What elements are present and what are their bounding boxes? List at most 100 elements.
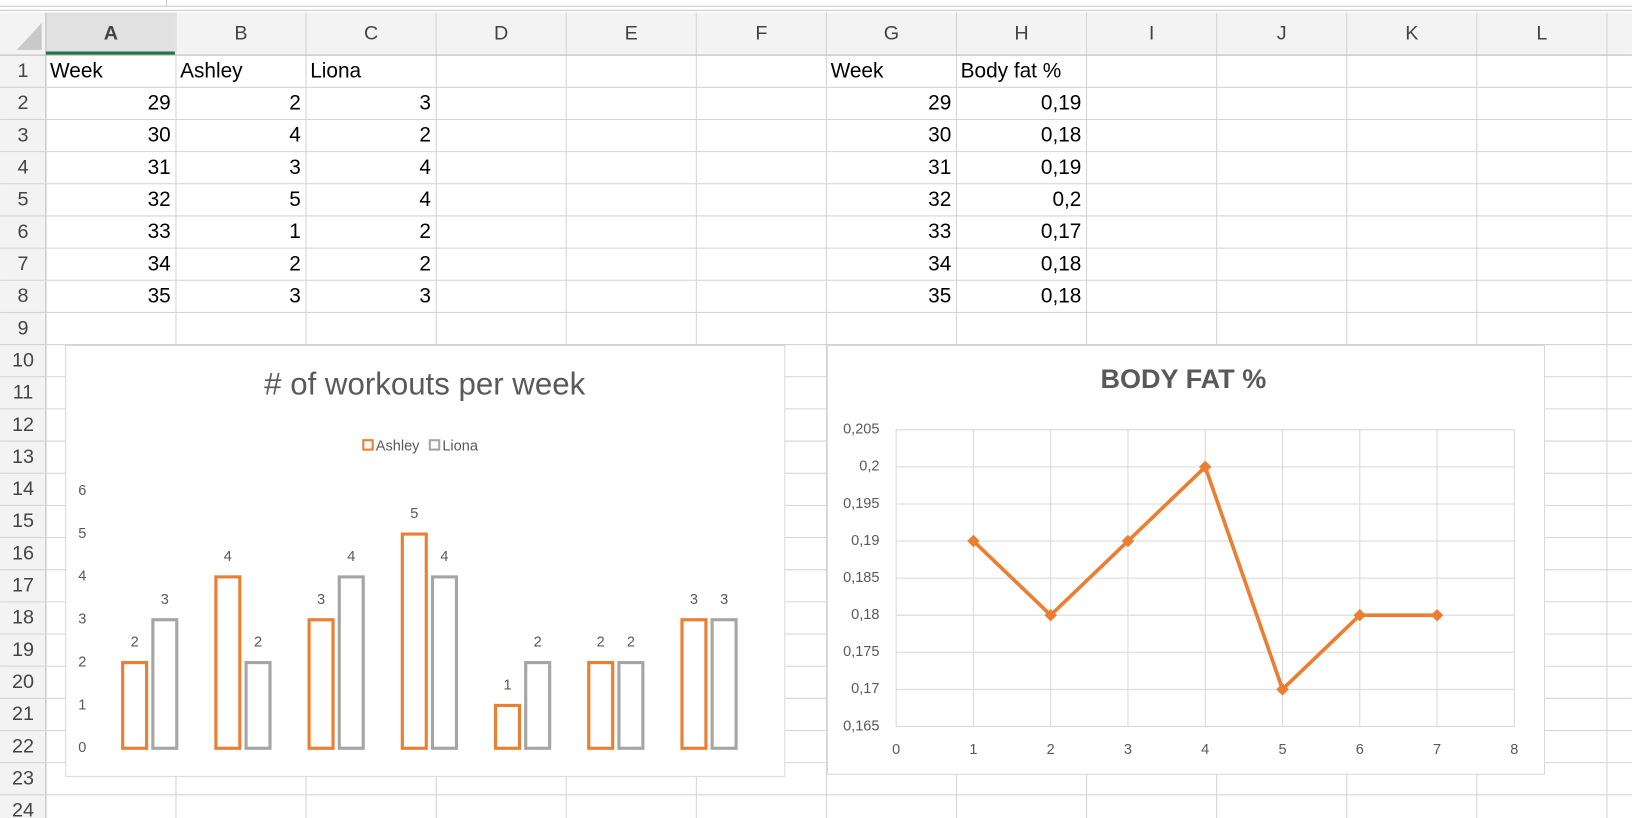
data-label: 2: [131, 635, 139, 651]
cell-text: 30: [928, 124, 951, 147]
column-header: F: [755, 23, 767, 45]
column-header: B: [234, 23, 247, 45]
y-tick-label: 4: [78, 569, 86, 585]
x-tick-label: 5: [1278, 742, 1286, 758]
cell-text: 33: [928, 220, 951, 243]
cell-text: 35: [928, 284, 951, 307]
cell-text: Body fat %: [961, 59, 1062, 82]
row-header: 20: [12, 671, 34, 693]
cell-text: Week: [50, 59, 103, 82]
y-tick-label: 1: [78, 697, 86, 713]
column-header: A: [104, 23, 118, 45]
row-header: 15: [12, 510, 34, 532]
data-label: 3: [161, 592, 169, 608]
x-tick-label: 8: [1510, 742, 1518, 758]
bar: [307, 618, 335, 750]
chart-title: BODY FAT %: [1100, 364, 1266, 394]
cell-text: 32: [148, 188, 171, 211]
row-header: 6: [17, 221, 28, 243]
legend-label: Liona: [442, 438, 479, 454]
column-header: C: [364, 23, 378, 45]
y-tick-label: 0,2: [859, 459, 879, 475]
cell-text: 0,18: [1041, 284, 1081, 307]
data-label: 3: [317, 592, 325, 608]
y-tick-label: 0,185: [843, 570, 879, 586]
cell-text: 35: [148, 284, 171, 307]
active-column-header[interactable]: [45, 12, 175, 56]
data-label: 2: [534, 635, 542, 651]
cell-text: Ashley: [180, 59, 243, 82]
row-header: 5: [17, 189, 28, 211]
chart-title: # of workouts per week: [264, 366, 585, 401]
cell-text: 2: [419, 124, 431, 147]
cell-text: 3: [289, 156, 301, 179]
cell-text: 33: [148, 220, 171, 243]
row-header: 9: [17, 317, 28, 339]
row-header: 23: [12, 768, 34, 790]
y-tick-label: 0,18: [851, 607, 879, 623]
bar: [493, 703, 522, 750]
y-tick-label: 0: [78, 740, 86, 756]
row-header: 21: [12, 703, 34, 725]
data-label: 5: [410, 506, 418, 522]
bar-chart: # of workouts per week 0 1 2 3 4 5 6 Ashley Liona…: [65, 344, 786, 777]
x-tick-label: 7: [1433, 742, 1441, 758]
column-header: E: [625, 23, 638, 45]
row-header: 24: [12, 800, 34, 818]
y-tick-label: 5: [78, 526, 86, 542]
data-label: 3: [720, 592, 728, 608]
x-tick-label: 3: [1124, 742, 1132, 758]
cell-text: 0,18: [1041, 252, 1081, 275]
data-marker: [1121, 534, 1135, 548]
bar: [151, 618, 179, 750]
bar: [617, 661, 645, 750]
cell-text: 3: [419, 91, 431, 114]
row-header: 17: [12, 575, 34, 597]
legend-label: Ashley: [376, 438, 420, 454]
row-header: 10: [12, 349, 34, 371]
data-marker: [1044, 608, 1057, 622]
y-tick-label: 0,165: [843, 718, 879, 734]
bar: [121, 661, 149, 750]
row-header: 12: [12, 414, 34, 436]
bar: [710, 618, 738, 750]
y-tick-label: 0,17: [851, 681, 879, 697]
cell-text: 31: [148, 156, 171, 179]
cell-text: 4: [289, 124, 301, 147]
data-marker: [1430, 608, 1444, 622]
y-tick-label: 0,195: [843, 496, 879, 512]
data-marker: [967, 534, 980, 548]
data-label: 4: [347, 549, 355, 565]
cell-text: 4: [419, 156, 431, 179]
cell-text: 2: [289, 91, 301, 114]
cell-text: 5: [289, 188, 301, 211]
x-tick-label: 6: [1356, 742, 1364, 758]
cell-text: 32: [928, 188, 951, 211]
data-label: 1: [503, 677, 511, 693]
row-header: 19: [12, 639, 34, 661]
cell-text: 31: [928, 156, 951, 179]
data-label: 2: [597, 635, 605, 651]
bar: [337, 575, 365, 750]
column-header: J: [1277, 23, 1287, 45]
cell-text: 3: [419, 284, 431, 307]
x-tick-label: 1: [969, 742, 977, 758]
column-header: H: [1014, 23, 1028, 45]
row-header: 13: [12, 446, 34, 468]
cell-text: 29: [928, 91, 951, 114]
cell-text: Week: [831, 59, 884, 82]
cell-text: 4: [419, 188, 431, 211]
cell-text: 0,2: [1052, 188, 1081, 211]
x-tick-label: 4: [1201, 742, 1209, 758]
column-header: K: [1405, 23, 1418, 45]
cell-text: 34: [148, 252, 171, 275]
bar: [524, 661, 552, 750]
column-header-bar: [0, 12, 1632, 56]
chart-area: [826, 344, 1546, 775]
row-header-bar: [0, 12, 46, 818]
column-header: I: [1149, 23, 1154, 45]
data-label: 4: [224, 549, 232, 565]
row-header: 4: [17, 157, 28, 179]
cells: A B C D E F G H I J K L1234567891011121314151617181…: [12, 23, 1547, 818]
cell-text: 0,17: [1041, 220, 1081, 243]
